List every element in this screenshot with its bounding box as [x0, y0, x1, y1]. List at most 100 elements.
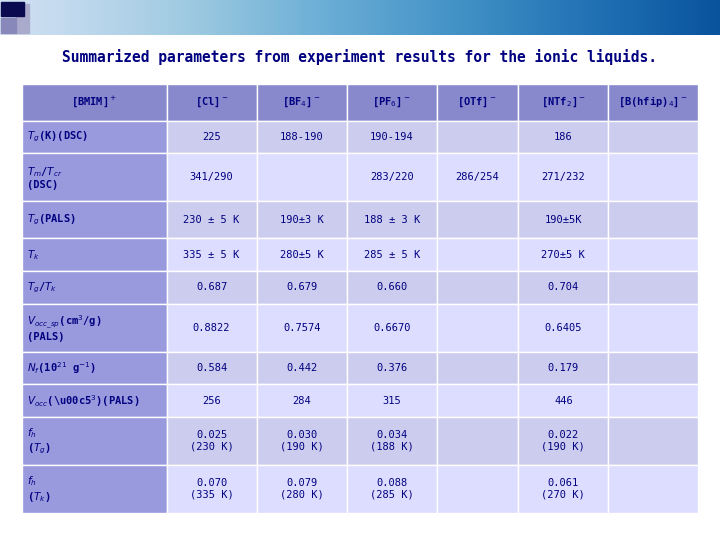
- Text: 230 ± 5 K: 230 ± 5 K: [184, 215, 240, 225]
- Bar: [346, 153, 437, 201]
- Text: $V_{occ\_sp}$(cm$^3$/g)
(PALS): $V_{occ\_sp}$(cm$^3$/g) (PALS): [27, 313, 102, 342]
- Text: 335 ± 5 K: 335 ± 5 K: [184, 250, 240, 260]
- Bar: [1, 2, 24, 16]
- Text: 0.679: 0.679: [286, 282, 318, 293]
- Bar: [437, 352, 518, 384]
- Text: $N_f$(10$^{21}$ g$^{-1}$): $N_f$(10$^{21}$ g$^{-1}$): [27, 360, 96, 376]
- Bar: [256, 352, 346, 384]
- Bar: [1, 17, 16, 33]
- Text: 0.088
(285 K): 0.088 (285 K): [370, 478, 413, 500]
- Text: 256: 256: [202, 396, 221, 406]
- Text: 186: 186: [554, 132, 572, 142]
- Bar: [346, 121, 437, 153]
- Text: 0.179: 0.179: [548, 363, 579, 373]
- Bar: [608, 352, 698, 384]
- Bar: [22, 153, 166, 201]
- Bar: [166, 239, 256, 271]
- Bar: [346, 304, 437, 352]
- Bar: [608, 417, 698, 465]
- Text: 0.022
(190 K): 0.022 (190 K): [541, 430, 585, 452]
- Bar: [256, 239, 346, 271]
- Bar: [608, 239, 698, 271]
- Text: 190-194: 190-194: [370, 132, 413, 142]
- Bar: [256, 271, 346, 304]
- Text: 0.704: 0.704: [548, 282, 579, 293]
- Bar: [437, 239, 518, 271]
- Bar: [518, 153, 608, 201]
- Text: $V_{occ}$(\u00c5$^3$)(PALS): $V_{occ}$(\u00c5$^3$)(PALS): [27, 393, 140, 409]
- Bar: [22, 121, 166, 153]
- Bar: [346, 201, 437, 239]
- Text: 280±5 K: 280±5 K: [280, 250, 323, 260]
- Text: 0.061
(270 K): 0.061 (270 K): [541, 478, 585, 500]
- Text: 190±5K: 190±5K: [544, 215, 582, 225]
- Bar: [437, 384, 518, 417]
- Text: [BF$_4$]$^-$: [BF$_4$]$^-$: [282, 96, 321, 109]
- Bar: [346, 84, 437, 121]
- Bar: [256, 417, 346, 465]
- Text: $T_m$/$T_{cr}$
(DSC): $T_m$/$T_{cr}$ (DSC): [27, 165, 63, 190]
- Bar: [518, 239, 608, 271]
- Bar: [256, 121, 346, 153]
- Text: 0.584: 0.584: [196, 363, 228, 373]
- Text: [BMIM]$^+$: [BMIM]$^+$: [71, 95, 117, 110]
- Bar: [22, 271, 166, 304]
- Bar: [256, 84, 346, 121]
- Text: 225: 225: [202, 132, 221, 142]
- Bar: [346, 417, 437, 465]
- Text: 271/232: 271/232: [541, 172, 585, 183]
- Bar: [256, 153, 346, 201]
- Bar: [608, 384, 698, 417]
- Bar: [437, 153, 518, 201]
- Bar: [166, 384, 256, 417]
- Bar: [166, 153, 256, 201]
- Text: 0.079
(280 K): 0.079 (280 K): [280, 478, 323, 500]
- Bar: [166, 271, 256, 304]
- Bar: [22, 417, 166, 465]
- Text: 285 ± 5 K: 285 ± 5 K: [364, 250, 420, 260]
- Bar: [608, 465, 698, 513]
- Bar: [518, 271, 608, 304]
- Bar: [166, 121, 256, 153]
- Text: 0.6405: 0.6405: [544, 323, 582, 333]
- Bar: [518, 352, 608, 384]
- Bar: [22, 201, 166, 239]
- Text: $T_k$: $T_k$: [27, 248, 40, 262]
- Bar: [518, 201, 608, 239]
- Bar: [256, 304, 346, 352]
- Text: Summarized parameters from experiment results for the ionic liquids.: Summarized parameters from experiment re…: [63, 49, 657, 65]
- Text: 0.442: 0.442: [286, 363, 318, 373]
- Bar: [518, 84, 608, 121]
- Text: 0.070
(335 K): 0.070 (335 K): [189, 478, 233, 500]
- Bar: [346, 239, 437, 271]
- Bar: [256, 384, 346, 417]
- Bar: [608, 304, 698, 352]
- Text: 0.030
(190 K): 0.030 (190 K): [280, 430, 323, 452]
- Bar: [518, 465, 608, 513]
- Bar: [437, 84, 518, 121]
- Text: 188-190: 188-190: [280, 132, 323, 142]
- Text: 0.034
(188 K): 0.034 (188 K): [370, 430, 413, 452]
- Text: [Cl]$^-$: [Cl]$^-$: [194, 96, 228, 109]
- Text: 341/290: 341/290: [189, 172, 233, 183]
- Bar: [437, 417, 518, 465]
- Bar: [166, 417, 256, 465]
- Text: 188 ± 3 K: 188 ± 3 K: [364, 215, 420, 225]
- Bar: [437, 304, 518, 352]
- Bar: [437, 465, 518, 513]
- Text: $f_h$
($T_g$): $f_h$ ($T_g$): [27, 426, 51, 456]
- Text: 0.025
(230 K): 0.025 (230 K): [189, 430, 233, 452]
- Bar: [256, 201, 346, 239]
- Text: [OTf]$^-$: [OTf]$^-$: [457, 96, 498, 109]
- Text: 315: 315: [382, 396, 401, 406]
- Text: 190±3 K: 190±3 K: [280, 215, 323, 225]
- Bar: [166, 352, 256, 384]
- Bar: [166, 304, 256, 352]
- Bar: [166, 465, 256, 513]
- Bar: [518, 121, 608, 153]
- Text: 0.687: 0.687: [196, 282, 228, 293]
- Bar: [22, 465, 166, 513]
- Bar: [346, 465, 437, 513]
- Text: [NTf$_2$]$^-$: [NTf$_2$]$^-$: [541, 96, 586, 109]
- Bar: [518, 417, 608, 465]
